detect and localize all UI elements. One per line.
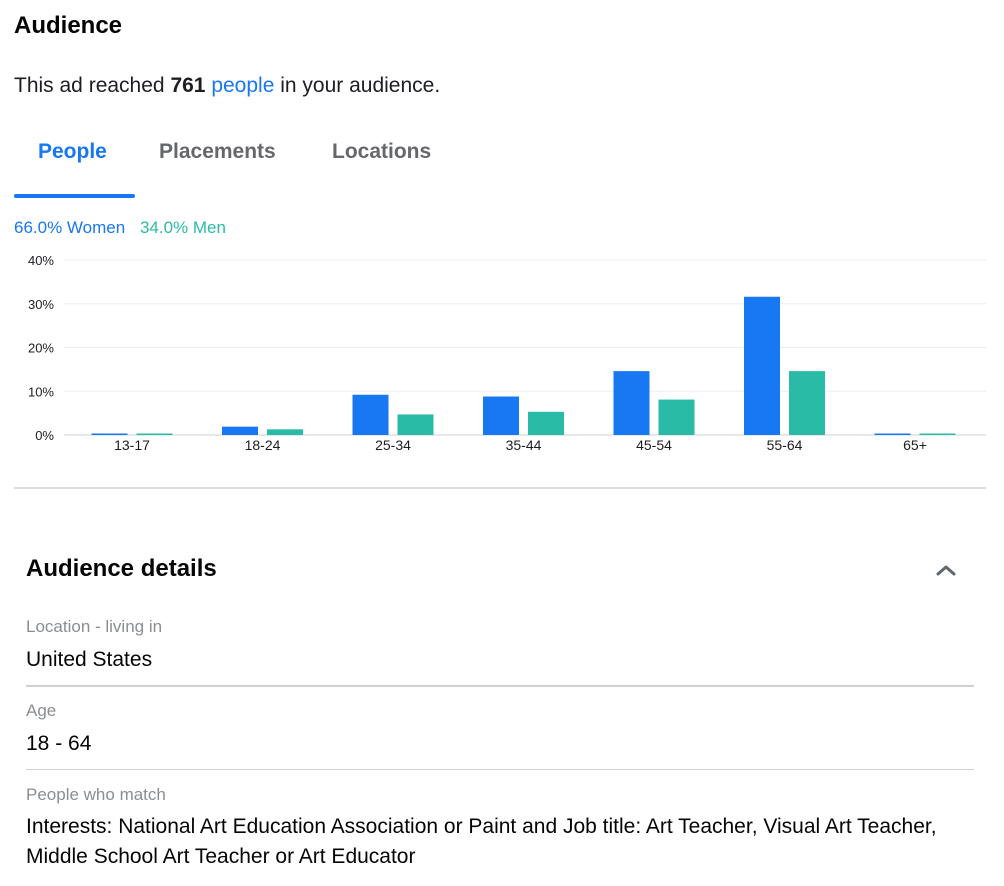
tab-people[interactable]: People	[38, 140, 107, 163]
age-gender-bar-chart: 0% 10% 20% 30% 40% 13-17 18-24 25-34 35-44 45-54 5…	[28, 253, 986, 453]
collapse-button[interactable]	[930, 556, 962, 584]
reach-summary: This ad reached 761 people in your audie…	[14, 74, 440, 98]
bar-women-18-24	[222, 426, 258, 435]
active-tab-indicator	[14, 194, 135, 198]
x-tick-label: 25-34	[375, 437, 411, 453]
y-tick-label: 20%	[28, 341, 54, 356]
bar-women-65+	[874, 433, 911, 435]
section-divider	[14, 487, 986, 489]
audience-tabs: People Placements Locations	[14, 128, 514, 200]
people-link[interactable]: people	[211, 74, 275, 97]
bar-men-13-17	[136, 433, 173, 435]
bar-men-35-44	[528, 411, 564, 435]
chevron-up-icon	[936, 565, 956, 576]
age-value: 18 - 64	[26, 732, 92, 755]
field-separator	[26, 769, 974, 770]
gender-split: 66.0% Women 34.0% Men	[14, 218, 226, 238]
women-share: 66.0% Women	[14, 218, 126, 237]
page-title: Audience	[14, 12, 123, 39]
x-tick-label: 45-54	[636, 437, 672, 453]
bar-men-18-24	[267, 429, 303, 435]
age-label: Age	[26, 701, 57, 720]
location-value: United States	[26, 648, 153, 671]
location-label: Location - living in	[26, 617, 163, 636]
people-who-match-value: Interests: National Art Education Associ…	[26, 815, 937, 868]
bar-men-25-34	[397, 414, 434, 435]
x-tick-label: 55-64	[767, 437, 803, 453]
field-separator	[26, 685, 974, 687]
reach-suffix: in your audience.	[280, 74, 441, 97]
y-tick-label: 30%	[28, 297, 54, 312]
bar-men-45-54	[658, 399, 695, 435]
y-tick-label: 0%	[35, 428, 54, 443]
x-tick-label: 13-17	[114, 437, 150, 453]
x-tick-label: 65+	[903, 437, 927, 453]
tab-placements[interactable]: Placements	[159, 140, 276, 163]
reach-prefix: This ad reached	[14, 74, 165, 97]
bar-men-65+	[919, 433, 956, 435]
reach-count: 761	[170, 74, 206, 97]
x-tick-label: 35-44	[506, 437, 542, 453]
x-tick-label: 18-24	[245, 437, 281, 453]
bar-women-13-17	[91, 433, 128, 435]
tab-locations[interactable]: Locations	[332, 140, 432, 163]
men-share: 34.0% Men	[139, 218, 226, 237]
bar-women-55-64	[744, 296, 780, 435]
people-who-match-label: People who match	[26, 785, 166, 804]
y-tick-label: 40%	[28, 253, 54, 268]
bar-women-45-54	[613, 371, 650, 435]
audience-details-title: Audience details	[26, 555, 217, 582]
bar-women-35-44	[483, 396, 519, 435]
y-tick-label: 10%	[28, 384, 54, 399]
bar-women-25-34	[352, 394, 389, 435]
bar-men-55-64	[789, 371, 825, 435]
